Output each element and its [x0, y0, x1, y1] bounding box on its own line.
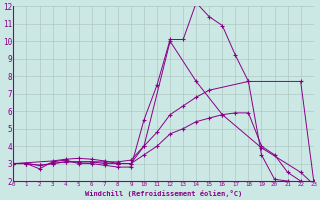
X-axis label: Windchill (Refroidissement éolien,°C): Windchill (Refroidissement éolien,°C): [85, 190, 242, 197]
